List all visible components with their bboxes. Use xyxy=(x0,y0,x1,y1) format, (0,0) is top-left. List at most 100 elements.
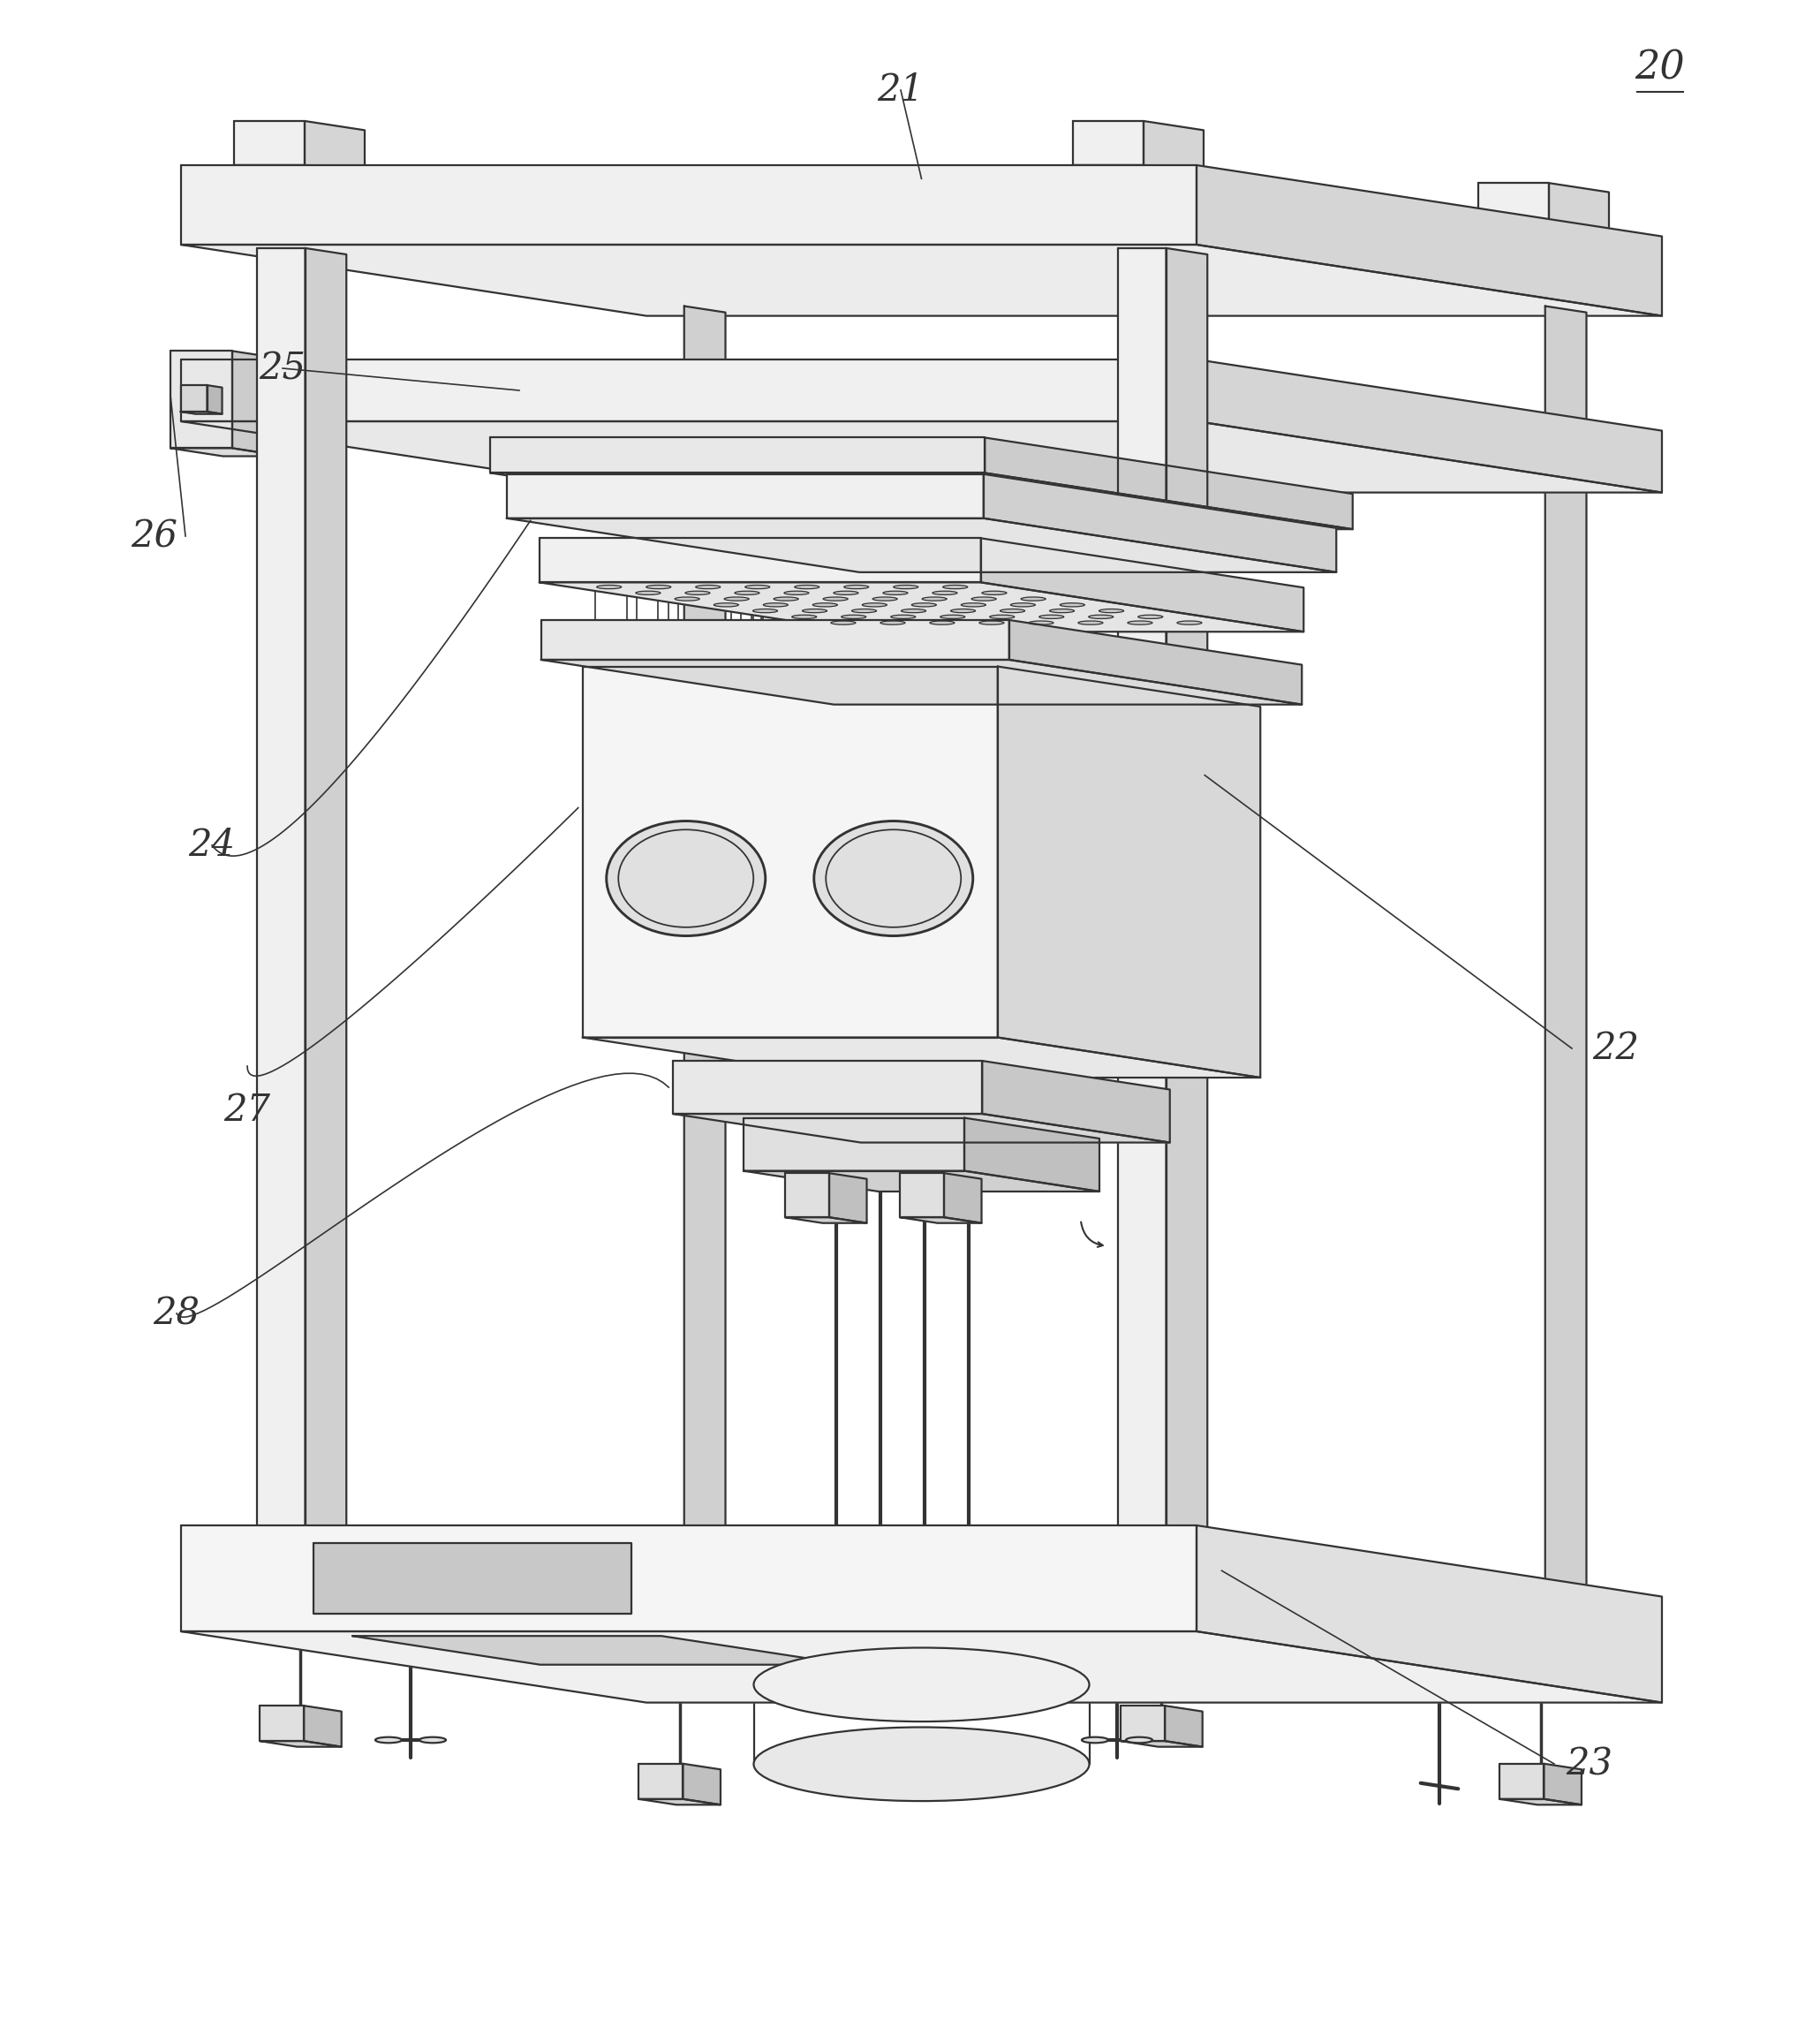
Polygon shape xyxy=(1543,1763,1582,1804)
Polygon shape xyxy=(784,1218,866,1222)
Polygon shape xyxy=(1143,121,1203,174)
Polygon shape xyxy=(985,438,1352,529)
Ellipse shape xyxy=(979,620,1005,624)
Polygon shape xyxy=(744,1172,1099,1192)
Ellipse shape xyxy=(890,614,915,618)
Polygon shape xyxy=(639,184,710,226)
Text: 24: 24 xyxy=(189,826,235,865)
Text: 22: 22 xyxy=(1592,1030,1640,1067)
Ellipse shape xyxy=(923,598,946,600)
Polygon shape xyxy=(899,1218,981,1222)
Polygon shape xyxy=(171,448,284,457)
Ellipse shape xyxy=(983,592,1006,594)
Ellipse shape xyxy=(419,1737,446,1743)
Ellipse shape xyxy=(795,586,819,588)
Polygon shape xyxy=(899,1174,945,1218)
Ellipse shape xyxy=(950,608,976,612)
Ellipse shape xyxy=(784,592,808,594)
Polygon shape xyxy=(233,351,284,457)
Polygon shape xyxy=(235,121,304,166)
Polygon shape xyxy=(1196,1525,1662,1703)
Ellipse shape xyxy=(713,604,739,606)
Ellipse shape xyxy=(832,620,855,624)
Ellipse shape xyxy=(1028,620,1054,624)
Ellipse shape xyxy=(1077,620,1103,624)
Ellipse shape xyxy=(941,614,965,618)
Polygon shape xyxy=(1121,1705,1165,1741)
Polygon shape xyxy=(490,438,985,473)
Ellipse shape xyxy=(1138,614,1163,618)
Ellipse shape xyxy=(774,598,799,600)
Polygon shape xyxy=(673,1060,983,1113)
Ellipse shape xyxy=(1021,598,1046,600)
Text: 28: 28 xyxy=(153,1295,200,1331)
Polygon shape xyxy=(180,386,207,412)
Ellipse shape xyxy=(1039,614,1065,618)
Ellipse shape xyxy=(814,604,837,606)
Polygon shape xyxy=(180,1525,1196,1632)
Ellipse shape xyxy=(675,598,699,600)
Polygon shape xyxy=(635,1588,726,1594)
Ellipse shape xyxy=(753,1727,1088,1802)
Polygon shape xyxy=(684,307,726,1594)
Ellipse shape xyxy=(1178,620,1201,624)
Polygon shape xyxy=(171,351,233,448)
Ellipse shape xyxy=(912,604,935,606)
Polygon shape xyxy=(582,1038,1261,1077)
Polygon shape xyxy=(235,166,364,174)
Polygon shape xyxy=(1196,360,1662,493)
Polygon shape xyxy=(1496,1588,1587,1594)
Ellipse shape xyxy=(990,614,1014,618)
Text: 23: 23 xyxy=(1567,1745,1613,1782)
Polygon shape xyxy=(539,537,981,582)
Ellipse shape xyxy=(1081,1737,1108,1743)
Ellipse shape xyxy=(1128,620,1152,624)
Ellipse shape xyxy=(753,608,777,612)
Polygon shape xyxy=(945,1174,981,1222)
Text: 25: 25 xyxy=(258,349,306,388)
Polygon shape xyxy=(744,1117,965,1172)
Polygon shape xyxy=(682,1763,721,1804)
Polygon shape xyxy=(541,661,1301,705)
Text: 20: 20 xyxy=(1634,48,1685,87)
Polygon shape xyxy=(997,667,1261,1077)
Polygon shape xyxy=(710,184,770,236)
Polygon shape xyxy=(1165,1705,1203,1747)
Ellipse shape xyxy=(863,604,886,606)
Polygon shape xyxy=(1500,1763,1543,1800)
Polygon shape xyxy=(1008,620,1301,705)
Ellipse shape xyxy=(763,604,788,606)
Ellipse shape xyxy=(1099,608,1123,612)
Polygon shape xyxy=(965,1117,1099,1192)
Polygon shape xyxy=(257,248,306,1529)
Polygon shape xyxy=(180,412,222,414)
Polygon shape xyxy=(353,1636,850,1664)
Ellipse shape xyxy=(1088,614,1114,618)
Polygon shape xyxy=(1478,184,1549,226)
Polygon shape xyxy=(639,226,770,236)
Polygon shape xyxy=(1074,121,1143,166)
Ellipse shape xyxy=(753,1648,1088,1721)
Polygon shape xyxy=(1545,307,1587,1594)
Ellipse shape xyxy=(792,614,817,618)
Ellipse shape xyxy=(901,608,926,612)
Polygon shape xyxy=(313,1543,632,1614)
Polygon shape xyxy=(673,1113,1170,1143)
Ellipse shape xyxy=(597,586,621,588)
Polygon shape xyxy=(180,166,1196,244)
Polygon shape xyxy=(1196,166,1662,315)
Ellipse shape xyxy=(1127,1737,1152,1743)
Polygon shape xyxy=(1549,184,1609,236)
Ellipse shape xyxy=(943,586,968,588)
Polygon shape xyxy=(541,620,1008,661)
Ellipse shape xyxy=(930,620,954,624)
Ellipse shape xyxy=(646,586,672,588)
Polygon shape xyxy=(1117,248,1167,1529)
Ellipse shape xyxy=(1010,604,1036,606)
Polygon shape xyxy=(490,473,1352,529)
Polygon shape xyxy=(983,1060,1170,1143)
Ellipse shape xyxy=(841,614,866,618)
Polygon shape xyxy=(260,1705,304,1741)
Text: 21: 21 xyxy=(877,71,925,109)
Polygon shape xyxy=(304,121,364,174)
